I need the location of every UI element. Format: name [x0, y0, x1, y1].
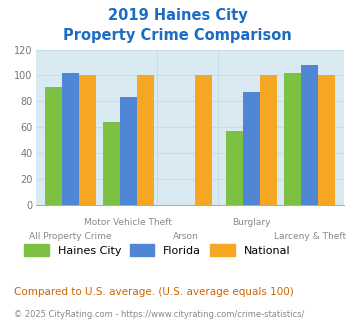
Bar [103, 122, 120, 205]
Legend: Haines City, Florida, National: Haines City, Florida, National [20, 240, 295, 260]
Bar [243, 92, 260, 205]
Text: Motor Vehicle Theft: Motor Vehicle Theft [84, 218, 172, 227]
Bar [62, 73, 79, 205]
Text: Arson: Arson [173, 232, 199, 241]
Bar [45, 87, 62, 205]
Text: Burglary: Burglary [233, 218, 271, 227]
Bar [284, 73, 301, 205]
Text: Larceny & Theft: Larceny & Theft [274, 232, 346, 241]
Bar [260, 75, 277, 205]
Text: © 2025 CityRating.com - https://www.cityrating.com/crime-statistics/: © 2025 CityRating.com - https://www.city… [14, 310, 305, 319]
Text: All Property Crime: All Property Crime [29, 232, 111, 241]
Bar [79, 75, 96, 205]
Bar [120, 97, 137, 205]
Bar [137, 75, 154, 205]
Text: Property Crime Comparison: Property Crime Comparison [63, 28, 292, 43]
Bar [301, 65, 318, 205]
Bar [226, 131, 243, 205]
Text: 2019 Haines City: 2019 Haines City [108, 8, 247, 23]
Bar [195, 75, 212, 205]
Text: Compared to U.S. average. (U.S. average equals 100): Compared to U.S. average. (U.S. average … [14, 287, 294, 297]
Bar [318, 75, 335, 205]
